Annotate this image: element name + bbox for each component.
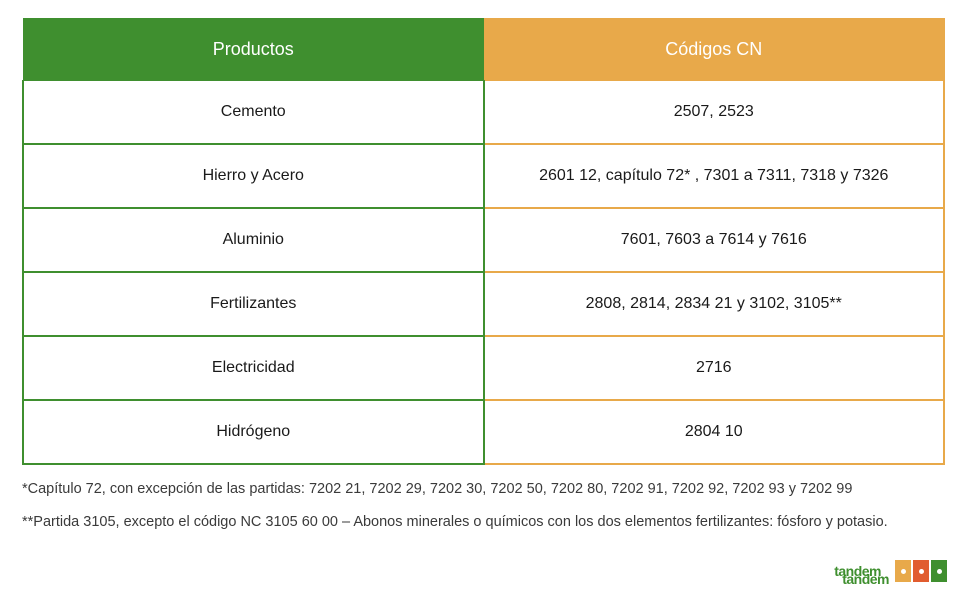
cell-codes: 2716 <box>484 336 945 400</box>
table-header-row: Productos Códigos CN <box>23 19 944 81</box>
logo-line2: tandem <box>842 574 889 585</box>
table-row: Aluminio 7601, 7603 a 7614 y 7616 <box>23 208 944 272</box>
cell-codes: 2804 10 <box>484 400 945 464</box>
tandem-logo: tandem tandem <box>834 558 949 584</box>
table-row: Fertilizantes 2808, 2814, 2834 21 y 3102… <box>23 272 944 336</box>
footnote-2: **Partida 3105, excepto el código NC 310… <box>22 512 945 533</box>
cell-codes: 2507, 2523 <box>484 81 945 145</box>
cell-codes: 2808, 2814, 2834 21 y 3102, 3105** <box>484 272 945 336</box>
cell-codes: 2601 12, capítulo 72* , 7301 a 7311, 731… <box>484 144 945 208</box>
table-row: Hierro y Acero 2601 12, capítulo 72* , 7… <box>23 144 944 208</box>
footnotes: *Capítulo 72, con excepción de las parti… <box>22 479 945 533</box>
cell-product: Fertilizantes <box>23 272 484 336</box>
table-row: Cemento 2507, 2523 <box>23 81 944 145</box>
header-codigos: Códigos CN <box>484 19 945 81</box>
header-productos: Productos <box>23 19 484 81</box>
footnote-1: *Capítulo 72, con excepción de las parti… <box>22 479 945 500</box>
cell-product: Cemento <box>23 81 484 145</box>
cell-codes: 7601, 7603 a 7614 y 7616 <box>484 208 945 272</box>
logo-square-icon <box>913 560 929 582</box>
table-row: Electricidad 2716 <box>23 336 944 400</box>
table-body: Cemento 2507, 2523 Hierro y Acero 2601 1… <box>23 81 944 465</box>
cell-product: Electricidad <box>23 336 484 400</box>
cell-product: Hidrógeno <box>23 400 484 464</box>
logo-squares <box>893 558 949 584</box>
products-codes-table: Productos Códigos CN Cemento 2507, 2523 … <box>22 18 945 465</box>
logo-square-icon <box>895 560 911 582</box>
table-row: Hidrógeno 2804 10 <box>23 400 944 464</box>
logo-text: tandem tandem <box>834 566 889 584</box>
cell-product: Hierro y Acero <box>23 144 484 208</box>
cell-product: Aluminio <box>23 208 484 272</box>
logo-square-icon <box>931 560 947 582</box>
